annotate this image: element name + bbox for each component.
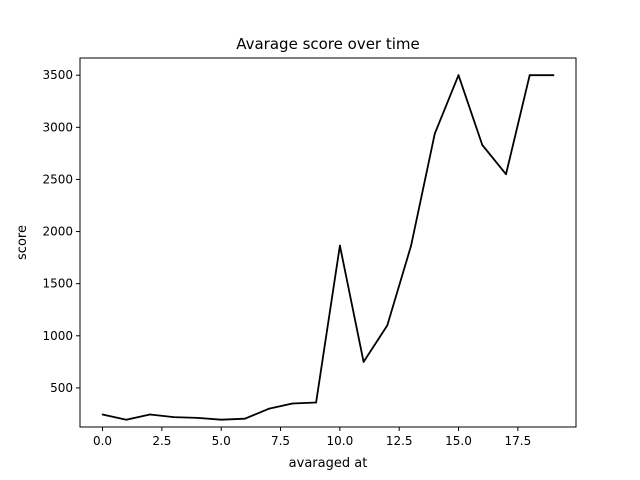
x-tick-label: 5.0 [212,434,231,448]
y-axis-label: score [15,225,30,260]
data-point [362,360,365,363]
chart-title: Avarage score over time [236,35,420,53]
data-point [125,418,128,421]
data-point [505,173,507,176]
x-tick-label: 15.0 [445,434,472,448]
y-tick-label: 1500 [42,277,73,291]
y-axis-ticks: 500 1000 1500 2000 2500 3000 3500 [42,68,80,395]
data-point [149,413,151,416]
x-tick-label: 0.0 [93,434,112,448]
x-tick-label: 17.5 [504,434,531,448]
data-point [267,407,270,410]
y-tick-label: 1000 [42,329,73,343]
x-tick-label: 10.0 [327,434,354,448]
data-point [457,74,460,77]
x-tick-label: 12.5 [386,434,413,448]
series-line [102,74,554,421]
data-point [433,132,436,135]
data-point [315,401,318,404]
data-point [244,417,246,420]
y-tick-label: 500 [50,381,73,395]
x-axis-label: avaraged at [289,456,368,471]
axes-frame [79,57,577,428]
series-layer [101,74,555,421]
data-point [172,416,175,418]
data-point [291,402,294,405]
data-point [338,244,341,247]
data-point [410,244,412,247]
y-tick-label: 2000 [42,225,73,239]
data-point [552,74,555,77]
x-tick-label: 2.5 [152,434,171,448]
data-point [220,418,223,421]
y-tick-label: 3500 [42,68,73,82]
data-point [196,417,199,419]
plot-area: 0.0 2.5 5.0 7.5 10.0 12.5 15.0 17.5 500 1000 1500… [42,57,577,448]
y-tick-label: 3000 [42,120,73,134]
data-point [481,144,484,146]
x-axis-ticks: 0.0 2.5 5.0 7.5 10.0 12.5 15.0 17.5 [93,427,531,448]
y-tick-label: 2500 [42,172,73,186]
x-tick-label: 7.5 [271,434,290,448]
data-point [528,74,531,77]
data-point [386,324,389,327]
data-point [101,413,104,416]
